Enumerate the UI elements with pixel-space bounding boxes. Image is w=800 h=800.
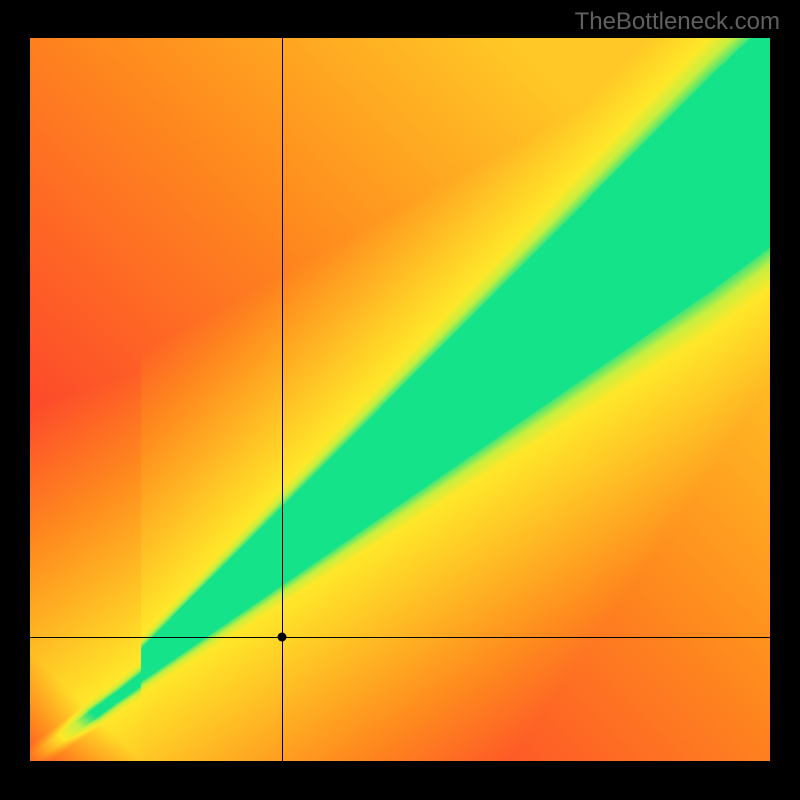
watermark-label: TheBottleneck.com xyxy=(575,8,780,36)
crosshair-vertical xyxy=(282,38,283,761)
crosshair-marker xyxy=(278,632,287,641)
crosshair-horizontal xyxy=(30,637,770,638)
chart-container: TheBottleneck.com xyxy=(0,0,800,800)
plot-area xyxy=(30,38,770,761)
heatmap-canvas xyxy=(30,38,770,761)
